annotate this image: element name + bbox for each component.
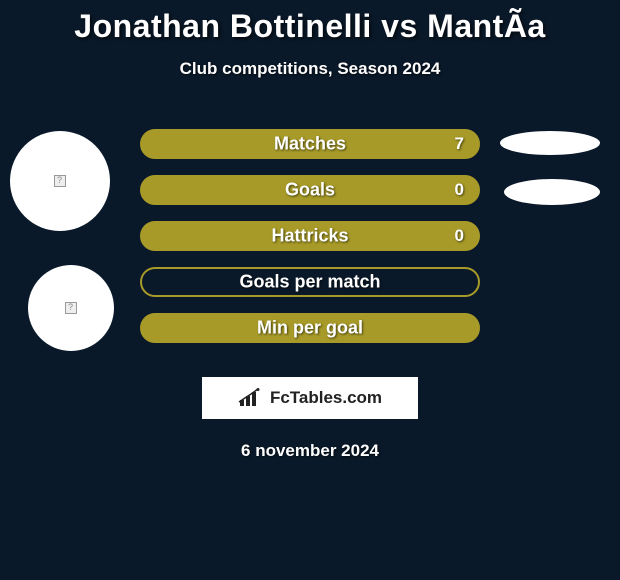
right-stat-pill-2	[504, 179, 600, 205]
stat-value: 0	[455, 226, 464, 246]
source-logo-text: FcTables.com	[270, 388, 382, 408]
right-stat-pill-1	[500, 131, 600, 155]
player-avatar-2	[28, 265, 114, 351]
stat-value: 7	[455, 134, 464, 154]
stat-value: 0	[455, 180, 464, 200]
player-avatar-1	[10, 131, 110, 231]
stat-row-hattricks: Hattricks 0	[140, 221, 480, 251]
bar-chart-icon	[238, 388, 264, 408]
page-title: Jonathan Bottinelli vs MantÃ­a	[0, 0, 620, 45]
image-placeholder-icon	[54, 175, 66, 187]
stat-row-min-per-goal: Min per goal	[140, 313, 480, 343]
bar-fill	[140, 267, 480, 297]
image-placeholder-icon	[65, 302, 77, 314]
source-logo: FcTables.com	[202, 377, 418, 419]
stat-bars: Matches 7 Goals 0 Hattricks 0 Goals per …	[140, 129, 480, 359]
stat-row-goals: Goals 0	[140, 175, 480, 205]
page-subtitle: Club competitions, Season 2024	[0, 59, 620, 79]
infographic-root: Jonathan Bottinelli vs MantÃ­a Club comp…	[0, 0, 620, 580]
stat-row-goals-per-match: Goals per match	[140, 267, 480, 297]
date-caption: 6 november 2024	[0, 441, 620, 461]
bar-fill	[140, 313, 480, 343]
bar-fill	[140, 221, 480, 251]
bar-fill	[140, 129, 480, 159]
comparison-chart: Matches 7 Goals 0 Hattricks 0 Goals per …	[0, 119, 620, 359]
bar-fill	[140, 175, 480, 205]
stat-row-matches: Matches 7	[140, 129, 480, 159]
